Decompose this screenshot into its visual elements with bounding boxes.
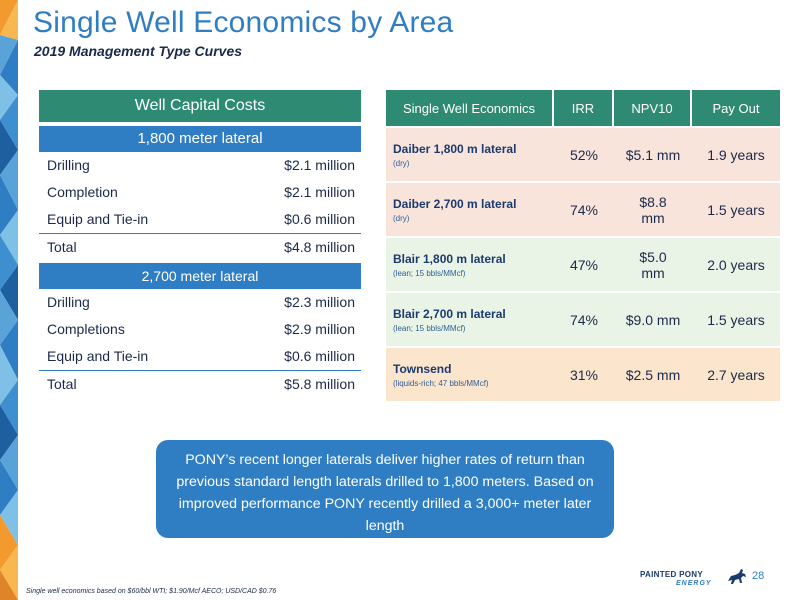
table-row: Equip and Tie-in $0.6 million: [39, 343, 361, 370]
table-row: Drilling $2.1 million: [39, 152, 361, 179]
table-row: Blair 1,800 m lateral (lean; 15 bbls/MMc…: [386, 236, 780, 291]
irr-cell: 31%: [569, 366, 599, 383]
well-note: (lean; 15 bbls/MMcf): [393, 323, 466, 333]
row-value: $2.9 million: [284, 321, 355, 337]
total-row: Total $4.8 million: [39, 233, 361, 260]
npv-cell: $5.0 mm: [639, 248, 667, 281]
irr-cell: 52%: [569, 146, 599, 163]
well-name: Townsend: [393, 361, 452, 376]
table-header-row: Single Well Economics IRR NPV10 Pay Out: [386, 90, 780, 126]
well-name-cell: Daiber 1,800 m lateral (dry): [386, 128, 554, 181]
column-header-npv10: NPV10: [614, 90, 692, 126]
left-decorative-strip: [0, 0, 18, 600]
well-name-cell: Townsend (liquids-rich; 47 bbls/MMcf): [386, 348, 554, 401]
well-name-cell: Blair 2,700 m lateral (lean; 15 bbls/MMc…: [386, 293, 554, 346]
table-row: Completions $2.9 million: [39, 316, 361, 343]
total-label: Total: [47, 376, 77, 392]
row-label: Equip and Tie-in: [47, 348, 149, 364]
footnote: Single well economics based on $60/bbl W…: [26, 588, 277, 595]
total-value: $4.8 million: [284, 239, 355, 255]
capital-costs-title: Well Capital Costs: [39, 90, 361, 122]
table-row: Daiber 1,800 m lateral (dry) 52% $5.1 mm…: [386, 126, 780, 181]
well-note: (liquids-rich; 47 bbls/MMcf): [393, 378, 489, 388]
well-note: (lean; 15 bbls/MMcf): [393, 268, 466, 278]
row-label: Drilling: [47, 157, 90, 173]
table-row: Equip and Tie-in $0.6 million: [39, 206, 361, 233]
payout-cell: 1.5 years: [707, 201, 765, 218]
row-value: $0.6 million: [284, 211, 355, 227]
payout-cell: 2.0 years: [707, 256, 765, 273]
irr-cell: 74%: [569, 201, 599, 218]
irr-cell: 47%: [569, 256, 599, 273]
total-label: Total: [47, 239, 77, 255]
company-logo: PAINTED PONY ENERGY: [640, 567, 752, 593]
table-row: Daiber 2,700 m lateral (dry) 74% $8.8 mm…: [386, 181, 780, 236]
well-note: (dry): [393, 158, 410, 168]
row-value: $2.3 million: [284, 294, 355, 310]
callout-box: PONY’s recent longer laterals deliver hi…: [156, 440, 614, 538]
npv-cell: $5.1 mm: [625, 146, 681, 163]
npv-cell: $2.5 mm: [625, 366, 681, 383]
payout-cell: 2.7 years: [707, 366, 765, 383]
section-heading-1800: 1,800 meter lateral: [39, 126, 361, 152]
irr-cell: 74%: [569, 311, 599, 328]
npv-cell: $8.8 mm: [639, 193, 667, 226]
table-row: Blair 2,700 m lateral (lean; 15 bbls/MMc…: [386, 291, 780, 346]
payout-cell: 1.9 years: [707, 146, 765, 163]
logo-text-primary: PAINTED PONY: [640, 570, 704, 579]
page-subtitle: 2019 Management Type Curves: [34, 43, 243, 59]
capital-costs-table: Well Capital Costs 1,800 meter lateral D…: [39, 90, 361, 397]
well-name: Daiber 1,800 m lateral: [393, 141, 517, 156]
column-header-payout: Pay Out: [712, 100, 760, 116]
row-value: $0.6 million: [284, 348, 355, 364]
well-note: (dry): [393, 213, 410, 223]
horse-icon: [728, 569, 746, 584]
payout-cell: 1.5 years: [707, 311, 765, 328]
column-header-well: Single Well Economics: [386, 90, 554, 126]
column-header-irr: IRR: [554, 90, 614, 126]
npv-cell: $9.0 mm: [625, 311, 681, 328]
row-label: Drilling: [47, 294, 90, 310]
row-value: $2.1 million: [284, 157, 355, 173]
well-name: Blair 1,800 m lateral: [393, 251, 506, 266]
well-name: Daiber 2,700 m lateral: [393, 196, 517, 211]
well-name-cell: Blair 1,800 m lateral (lean; 15 bbls/MMc…: [386, 238, 554, 291]
well-name-cell: Daiber 2,700 m lateral (dry): [386, 183, 554, 236]
total-row: Total $5.8 million: [39, 370, 361, 397]
section-heading-2700: 2,700 meter lateral: [39, 263, 361, 289]
page-number: 28: [752, 570, 765, 582]
row-label: Completions: [47, 321, 125, 337]
page-title: Single Well Economics by Area: [33, 6, 454, 39]
table-row: Completion $2.1 million: [39, 179, 361, 206]
table-row: Drilling $2.3 million: [39, 289, 361, 316]
row-value: $2.1 million: [284, 184, 355, 200]
total-value: $5.8 million: [284, 376, 355, 392]
table-row: Townsend (liquids-rich; 47 bbls/MMcf) 31…: [386, 346, 780, 401]
single-well-economics-table: Single Well Economics IRR NPV10 Pay Out …: [386, 90, 780, 401]
row-label: Completion: [47, 184, 118, 200]
logo-text-secondary: ENERGY: [676, 580, 712, 587]
row-label: Equip and Tie-in: [47, 211, 149, 227]
well-name: Blair 2,700 m lateral: [393, 306, 506, 321]
